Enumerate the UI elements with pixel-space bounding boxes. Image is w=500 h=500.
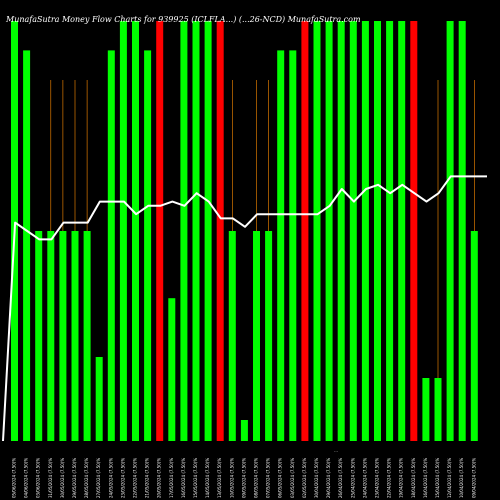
x-tick-label: 06/05/2024 (7.50)%: [278, 458, 283, 498]
x-tick-label: 15/05/2024 (7.50)%: [193, 458, 198, 498]
x-tick-labels: 05/06/2024 (7.50)% 04/06/2024 (7.50)% 03/0…: [12, 458, 477, 498]
x-tick-label: 05/06/2024 (7.50)%: [12, 458, 17, 498]
x-tick-label: 17/05/2024 (7.50)%: [169, 458, 174, 498]
x-axis-caption: ...: [334, 448, 338, 453]
x-tick-label: 04/06/2024 (7.50)%: [24, 458, 29, 498]
x-tick-label: 23/05/2024 (7.50)%: [120, 458, 125, 498]
bar: [192, 21, 200, 441]
bar: [337, 21, 345, 441]
bar: [434, 378, 442, 441]
bar: [35, 231, 43, 441]
x-tick-label: 26/04/2024 (7.50)%: [338, 458, 343, 498]
x-tick-label: 20/05/2024 (7.50)%: [157, 458, 162, 498]
x-tick-label: 03/05/2024 (7.50)%: [290, 458, 295, 498]
x-tick-label: 18/04/2024 (7.50)%: [411, 458, 416, 498]
bar: [458, 21, 466, 441]
bar: [398, 21, 406, 441]
x-tick-label: 16/04/2024 (7.50)%: [423, 458, 428, 498]
bar: [313, 21, 321, 441]
bar: [289, 50, 297, 442]
x-tick-label: 21/05/2024 (7.50)%: [145, 458, 150, 498]
bar: [23, 50, 31, 442]
x-tick-label: 02/05/2024 (7.50)%: [302, 458, 307, 498]
x-tick-label: 28/05/2024 (7.50)%: [84, 458, 89, 498]
bar: [265, 231, 273, 441]
bar: [107, 50, 115, 442]
bar: [83, 231, 91, 441]
x-tick-label: 09/05/2024 (7.50)%: [241, 458, 246, 498]
x-tick-label: 10/04/2024 (7.50)%: [459, 458, 464, 498]
x-tick-label: 10/05/2024 (7.50)%: [229, 458, 234, 498]
x-tick-label: 14/05/2024 (7.50)%: [205, 458, 210, 498]
bar: [374, 21, 381, 441]
bar: [144, 50, 152, 442]
x-tick-label: 30/04/2024 (7.50)%: [314, 458, 319, 498]
x-tick-label: 03/06/2024 (7.50)%: [36, 458, 41, 498]
bar: [410, 21, 418, 441]
bar: [470, 231, 478, 441]
bar: [95, 357, 103, 441]
bar: [325, 21, 333, 441]
x-tick-label: 22/04/2024 (7.50)%: [387, 458, 392, 498]
x-tick-label: 15/04/2024 (7.50)%: [435, 458, 440, 498]
bar: [253, 231, 260, 441]
money-flow-line-group: [2, 175, 487, 442]
x-tick-label: 29/05/2024 (7.50)%: [72, 458, 77, 498]
x-tick-label: 30/05/2024 (7.50)%: [60, 458, 65, 498]
x-tick-label: 08/05/2024 (7.50)%: [254, 458, 259, 498]
x-tick-label: 25/04/2024 (7.50)%: [350, 458, 355, 498]
bar: [156, 21, 164, 441]
bar: [240, 420, 248, 441]
x-tick-label: 13/05/2024 (7.50)%: [217, 458, 222, 498]
money-flow-line: [2, 175, 487, 442]
bar: [180, 21, 188, 441]
bar: [47, 231, 55, 441]
bar: [349, 21, 357, 441]
bar: [386, 21, 394, 441]
bars: [11, 21, 478, 442]
x-tick-label: 07/05/2024 (7.50)%: [266, 458, 271, 498]
bar: [132, 21, 139, 441]
x-tick-label: 29/04/2024 (7.50)%: [326, 458, 331, 498]
x-tick-label: 24/04/2024 (7.50)%: [362, 458, 367, 498]
x-tick-label: 24/05/2024 (7.50)%: [108, 458, 113, 498]
bar: [119, 21, 127, 441]
bar: [446, 21, 454, 441]
bar: [59, 231, 67, 441]
bar: [301, 21, 309, 441]
x-tick-label: 22/05/2024 (7.50)%: [133, 458, 138, 498]
bar: [277, 50, 285, 442]
x-tick-label: 16/05/2024 (7.50)%: [181, 458, 186, 498]
bar: [71, 231, 79, 441]
bar: [422, 378, 430, 441]
x-tick-label: 27/05/2024 (7.50)%: [96, 458, 101, 498]
x-tick-label: 23/04/2024 (7.50)%: [375, 458, 380, 498]
x-tick-label: 12/04/2024 (7.50)%: [447, 458, 452, 498]
chart-title: MunafaSutra Money Flow Charts for 939925…: [5, 15, 361, 24]
bar: [228, 231, 236, 441]
x-tick-label: 31/05/2024 (7.50)%: [48, 458, 53, 498]
bar: [361, 21, 369, 441]
bar: [168, 298, 176, 441]
x-tick-label: 09/04/2024 (7.50)%: [471, 458, 476, 498]
bar: [204, 21, 212, 441]
bar: [216, 21, 224, 441]
x-tick-label: 19/04/2024 (7.50)%: [399, 458, 404, 498]
